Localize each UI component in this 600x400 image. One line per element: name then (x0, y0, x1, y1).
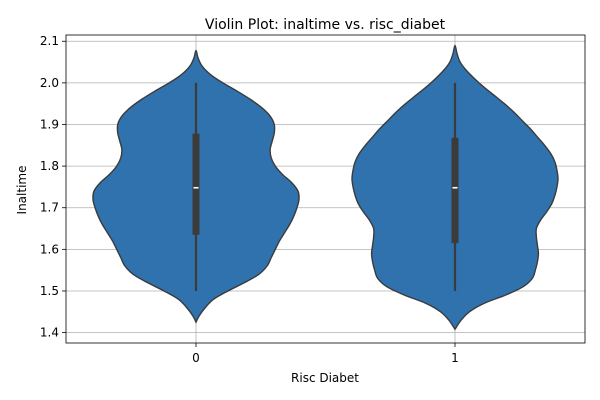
violin-layer (92, 44, 559, 331)
violin-iqr-box (192, 133, 200, 235)
x-tick-label: 1 (451, 351, 459, 365)
x-tick-label: 0 (192, 351, 200, 365)
x-axis-label: Risc Diabet (291, 371, 359, 385)
y-tick-label: 1.8 (40, 159, 59, 173)
y-axis-label: Inaltime (15, 166, 29, 215)
y-tick-label: 1.9 (40, 117, 59, 131)
y-tick-label: 2.0 (40, 76, 59, 90)
tick-layer: 1.4 1.5 1.6 1.7 1.8 1.9 2.0 2.1 0 1 (40, 34, 459, 365)
y-tick-label: 1.5 (40, 284, 59, 298)
plot-area-frame (65, 34, 586, 344)
violin-iqr-box (451, 137, 459, 244)
y-tick-label: 1.4 (40, 326, 59, 340)
y-tick-label: 1.7 (40, 201, 59, 215)
chart-title: Violin Plot: inaltime vs. risc_diabet (205, 17, 446, 33)
y-tick-label: 1.6 (40, 242, 59, 256)
y-tick-label: 2.1 (40, 34, 59, 48)
